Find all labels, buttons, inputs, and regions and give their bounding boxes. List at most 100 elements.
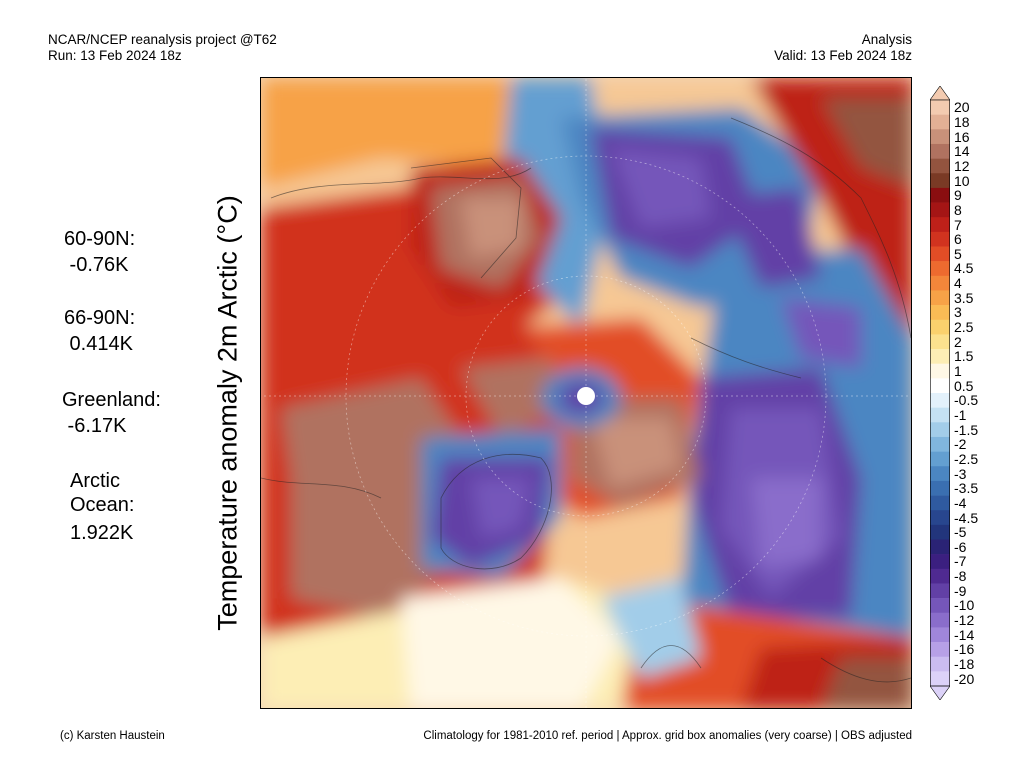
colorbar-tick-label: 4 [954, 275, 962, 292]
colorbar-tick-label: 18 [954, 113, 970, 130]
colorbar-swatch [930, 290, 950, 306]
colorbar-swatch [930, 363, 950, 379]
colorbar-tick-label: 9 [954, 187, 962, 204]
map-canvas [261, 78, 911, 708]
stat-60-90n-value: -0.76K [64, 254, 129, 276]
colorbar-tick-label: -3.5 [954, 480, 979, 497]
colorbar-swatch [930, 143, 950, 159]
colorbar-tick-label: 5 [954, 245, 962, 262]
colorbar-tick-label: 12 [954, 157, 970, 174]
colorbar-tick-label: -20 [954, 670, 975, 687]
project-title: NCAR/NCEP reanalysis project @T62 [48, 32, 277, 47]
colorbar-tick-label: -18 [954, 656, 975, 673]
colorbar-max-arrow [930, 86, 950, 101]
stat-arctic-ocean-label: Arctic Ocean: [70, 470, 135, 516]
valid-time: Valid: 13 Feb 2024 18z [774, 48, 912, 63]
colorbar-swatch [930, 656, 950, 672]
temperature-anomaly-map [260, 77, 912, 709]
colorbar-swatch [930, 568, 950, 584]
colorbar-tick-label: -9 [954, 582, 967, 599]
colorbar-swatch [930, 319, 950, 335]
colorbar-tick-label: -10 [954, 597, 975, 614]
colorbar-tick-label: -6 [954, 538, 967, 555]
colorbar-swatch [930, 422, 950, 438]
colorbar-swatch [930, 246, 950, 262]
colorbar-swatch [930, 158, 950, 174]
colorbar-tick-label: -7 [954, 553, 967, 570]
colorbar-tick-label: 7 [954, 216, 962, 233]
colorbar-swatch [930, 539, 950, 555]
colorbar-swatch [930, 671, 950, 687]
colorbar-tick-label: 3 [954, 304, 962, 321]
colorbar-swatch [930, 554, 950, 570]
colorbar-tick-label: -14 [954, 626, 975, 643]
colorbar-swatch [930, 275, 950, 291]
colorbar-tick-label: 8 [954, 201, 962, 218]
colorbar-min-arrow [930, 685, 950, 700]
credit: (c) Karsten Haustein [60, 730, 165, 742]
colorbar-tick-label: 2.5 [954, 319, 974, 336]
colorbar-swatch [930, 334, 950, 350]
colorbar-swatch [930, 407, 950, 423]
colorbar-tick-label: -2.5 [954, 450, 979, 467]
colorbar-swatch [930, 627, 950, 643]
colorbar-swatch [930, 451, 950, 467]
colorbar-tick-label: -12 [954, 612, 975, 629]
colorbar-swatch [930, 202, 950, 218]
colorbar-tick-label: 6 [954, 231, 962, 248]
colorbar-swatch [930, 583, 950, 599]
colorbar-tick-label: 4.5 [954, 260, 974, 277]
colorbar-swatch [930, 187, 950, 203]
colorbar-swatch [930, 114, 950, 130]
colorbar-swatch [930, 305, 950, 321]
colorbar-swatch [930, 349, 950, 364]
colorbar-tick-label: 1 [954, 363, 962, 380]
run-time: Run: 13 Feb 2024 18z [48, 48, 182, 63]
stat-arctic-ocean-value: 1.922K [70, 522, 134, 544]
footer-note: Climatology for 1981-2010 ref. period | … [423, 730, 912, 742]
colorbar-tick-label: 20 [954, 99, 970, 116]
colorbar-tick-label: -2 [954, 436, 967, 453]
colorbar-tick-label: -4 [954, 494, 967, 511]
colorbar-swatch [930, 261, 950, 277]
stat-66-90n-label: 66-90N: [64, 307, 136, 329]
colorbar-tick-label: -16 [954, 641, 975, 658]
colorbar-swatch [930, 393, 950, 408]
colorbar-swatch [930, 378, 950, 394]
stat-greenland-label: Greenland: [62, 389, 161, 411]
colorbar-tick-label: -8 [954, 568, 967, 585]
colorbar-swatch [930, 173, 950, 189]
colorbar [930, 86, 950, 700]
colorbar-swatch [930, 100, 950, 115]
colorbar-tick-label: -3 [954, 465, 967, 482]
colorbar-tick-label: 10 [954, 172, 970, 189]
colorbar-tick-label: 3.5 [954, 289, 974, 306]
stat-66-90n-value: 0.414K [64, 333, 133, 355]
colorbar-swatch [930, 129, 950, 145]
colorbar-tick-label: -0.5 [954, 392, 979, 409]
stat-greenland-value: -6.17K [62, 415, 127, 437]
colorbar-swatch [930, 466, 950, 482]
analysis-label: Analysis [861, 32, 912, 47]
colorbar-swatch [930, 642, 950, 657]
map-variable-label: Temperature anomaly 2m Arctic (°C) [212, 195, 243, 631]
colorbar-swatch [930, 480, 950, 496]
colorbar-tick-label: -1.5 [954, 421, 979, 438]
colorbar-swatch [930, 217, 950, 233]
colorbar-tick-label: -4.5 [954, 509, 979, 526]
colorbar-swatch [930, 612, 950, 628]
stat-60-90n-label: 60-90N: [64, 228, 136, 250]
colorbar-tick-label: 0.5 [954, 377, 974, 394]
colorbar-tick-label: 1.5 [954, 348, 974, 365]
colorbar-tick-label: -5 [954, 524, 967, 541]
colorbar-swatch [930, 598, 950, 614]
colorbar-tick-label: 14 [954, 143, 970, 160]
colorbar-tick-label: 16 [954, 128, 970, 145]
colorbar-swatch [930, 495, 950, 511]
colorbar-tick-label: 2 [954, 333, 962, 350]
colorbar-swatch [930, 231, 950, 247]
colorbar-swatch [930, 510, 950, 526]
colorbar-swatch [930, 524, 950, 540]
colorbar-swatch [930, 436, 950, 452]
colorbar-tick-label: -1 [954, 406, 967, 423]
